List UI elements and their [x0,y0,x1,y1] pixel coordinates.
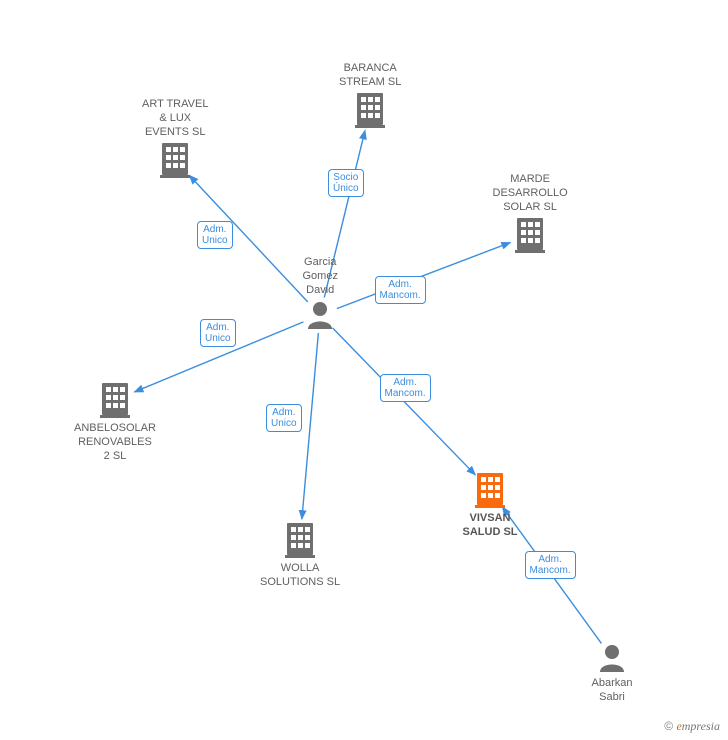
edge-line [337,242,511,308]
building-icon [475,473,505,508]
company-node[interactable] [515,218,545,253]
edge-line [134,322,303,392]
diagram-canvas [0,0,728,740]
building-icon [285,523,315,558]
copyright-symbol: © [664,719,673,733]
building-icon [355,93,385,128]
company-node[interactable] [160,143,190,178]
person-node[interactable] [308,302,332,329]
company-node[interactable] [355,93,385,128]
company-node[interactable] [285,523,315,558]
edge-line [502,507,601,643]
building-icon [160,143,190,178]
footer-credit: © empresia [664,719,720,734]
person-icon [600,645,624,672]
company-node[interactable] [475,473,505,508]
person-icon [308,302,332,329]
building-icon [515,218,545,253]
edge-line [302,333,319,519]
company-node[interactable] [100,383,130,418]
person-node[interactable] [600,645,624,672]
edge-line [324,130,365,297]
building-icon [100,383,130,418]
brand-rest: mpresia [682,719,720,733]
edge-line [333,328,476,475]
edge-line [189,175,307,302]
